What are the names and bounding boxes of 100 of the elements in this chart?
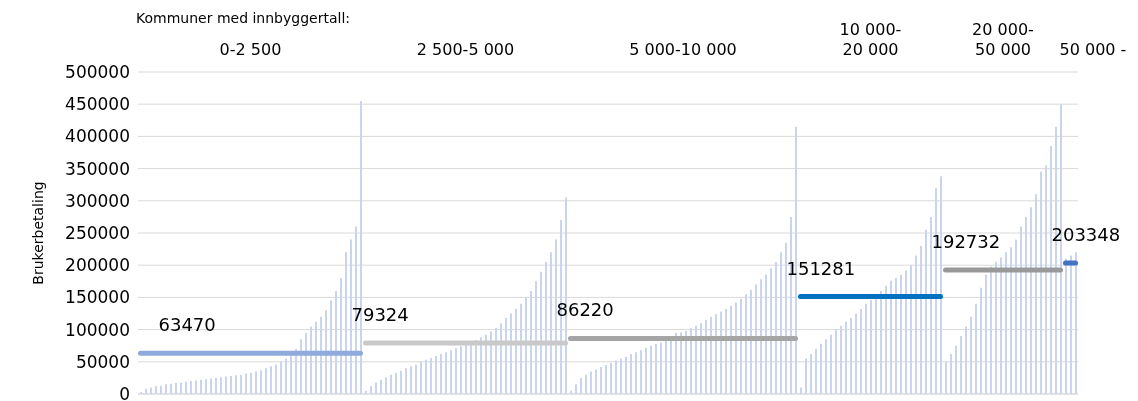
bar <box>445 352 447 394</box>
y-tick-label: 350000 <box>65 158 130 179</box>
y-tick-label: 450000 <box>65 94 130 115</box>
y-axis-title: Brukerbetaling <box>29 181 46 285</box>
bar <box>255 371 257 394</box>
bar <box>440 354 442 394</box>
bar <box>905 270 907 394</box>
y-tick-label: 50000 <box>75 351 130 372</box>
bar <box>700 323 702 394</box>
bar <box>670 338 672 394</box>
bar <box>825 339 827 394</box>
bar <box>900 274 902 394</box>
bar <box>465 344 467 394</box>
bar <box>685 330 687 394</box>
bar <box>655 343 657 394</box>
bar <box>1005 252 1007 394</box>
bar <box>955 345 957 394</box>
text: 20 000- 50 000 <box>972 20 1034 59</box>
bar <box>190 381 192 394</box>
bar <box>985 274 987 394</box>
bar <box>555 239 557 394</box>
y-tick-label: 500000 <box>65 62 130 83</box>
bar <box>270 366 272 394</box>
bar <box>480 337 482 394</box>
text: 0-2 500 <box>218 40 283 60</box>
bar <box>1040 171 1042 394</box>
bar <box>275 364 277 394</box>
bar <box>705 319 707 394</box>
bar <box>1000 257 1002 394</box>
bar <box>380 379 382 394</box>
bar <box>735 302 737 394</box>
bar <box>595 369 597 394</box>
bar <box>405 368 407 394</box>
series-label: 86220 <box>556 299 614 321</box>
bar <box>1060 104 1062 394</box>
bar <box>1030 207 1032 394</box>
bar <box>550 252 552 394</box>
bar <box>585 374 587 394</box>
bar <box>780 252 782 394</box>
bar <box>925 229 927 394</box>
bar <box>610 363 612 394</box>
bar <box>945 361 947 394</box>
series-label: 63470 <box>158 314 216 336</box>
bar <box>1015 239 1017 394</box>
bar <box>385 377 387 394</box>
bar <box>995 261 997 394</box>
bar <box>950 354 952 394</box>
bar <box>880 290 882 394</box>
bar <box>1065 258 1067 394</box>
y-tick-label: 250000 <box>65 223 130 244</box>
y-tick-label: 150000 <box>65 287 130 308</box>
bar <box>535 281 537 394</box>
bar <box>765 274 767 394</box>
text: 10 000- 20 000 <box>838 20 903 60</box>
y-tick-label: 0 <box>119 384 130 401</box>
bar <box>895 278 897 394</box>
bar <box>240 374 242 394</box>
series-label: 192732 <box>931 230 1001 252</box>
bar <box>645 347 647 394</box>
bar <box>770 268 772 394</box>
bar <box>1035 194 1037 394</box>
bar <box>885 285 887 394</box>
y-tick-label: 400000 <box>65 126 130 147</box>
bar <box>450 350 452 394</box>
y-tick-label: 300000 <box>65 190 130 211</box>
bar <box>970 316 972 394</box>
bar <box>795 126 797 394</box>
bar <box>230 375 232 394</box>
bar <box>790 216 792 394</box>
bar <box>665 340 667 394</box>
bar <box>815 348 817 394</box>
bar <box>180 382 182 394</box>
bar <box>245 373 247 394</box>
bar <box>840 325 842 394</box>
bar <box>455 348 457 394</box>
bar <box>285 358 287 394</box>
text: 5 000-10 000 <box>628 40 738 60</box>
bar <box>865 303 867 394</box>
bar <box>620 358 622 394</box>
bar <box>515 308 517 394</box>
bar <box>640 350 642 394</box>
bar <box>330 300 332 394</box>
text: 50 000 - <box>1059 40 1128 60</box>
bar <box>805 358 807 394</box>
y-tick-label: 200000 <box>65 255 130 276</box>
bar <box>1010 247 1012 394</box>
bar <box>930 216 932 394</box>
bar <box>860 308 862 394</box>
bar <box>1020 226 1022 394</box>
bar <box>690 328 692 394</box>
bar <box>940 176 942 394</box>
bar <box>590 371 592 394</box>
bar <box>870 299 872 394</box>
bar <box>410 366 412 394</box>
text: Kommuner med innbyggertall: <box>136 10 350 26</box>
series-label: 151281 <box>786 257 856 279</box>
bar <box>845 321 847 394</box>
bar <box>520 303 522 394</box>
bar <box>600 366 602 394</box>
bar <box>935 187 937 394</box>
